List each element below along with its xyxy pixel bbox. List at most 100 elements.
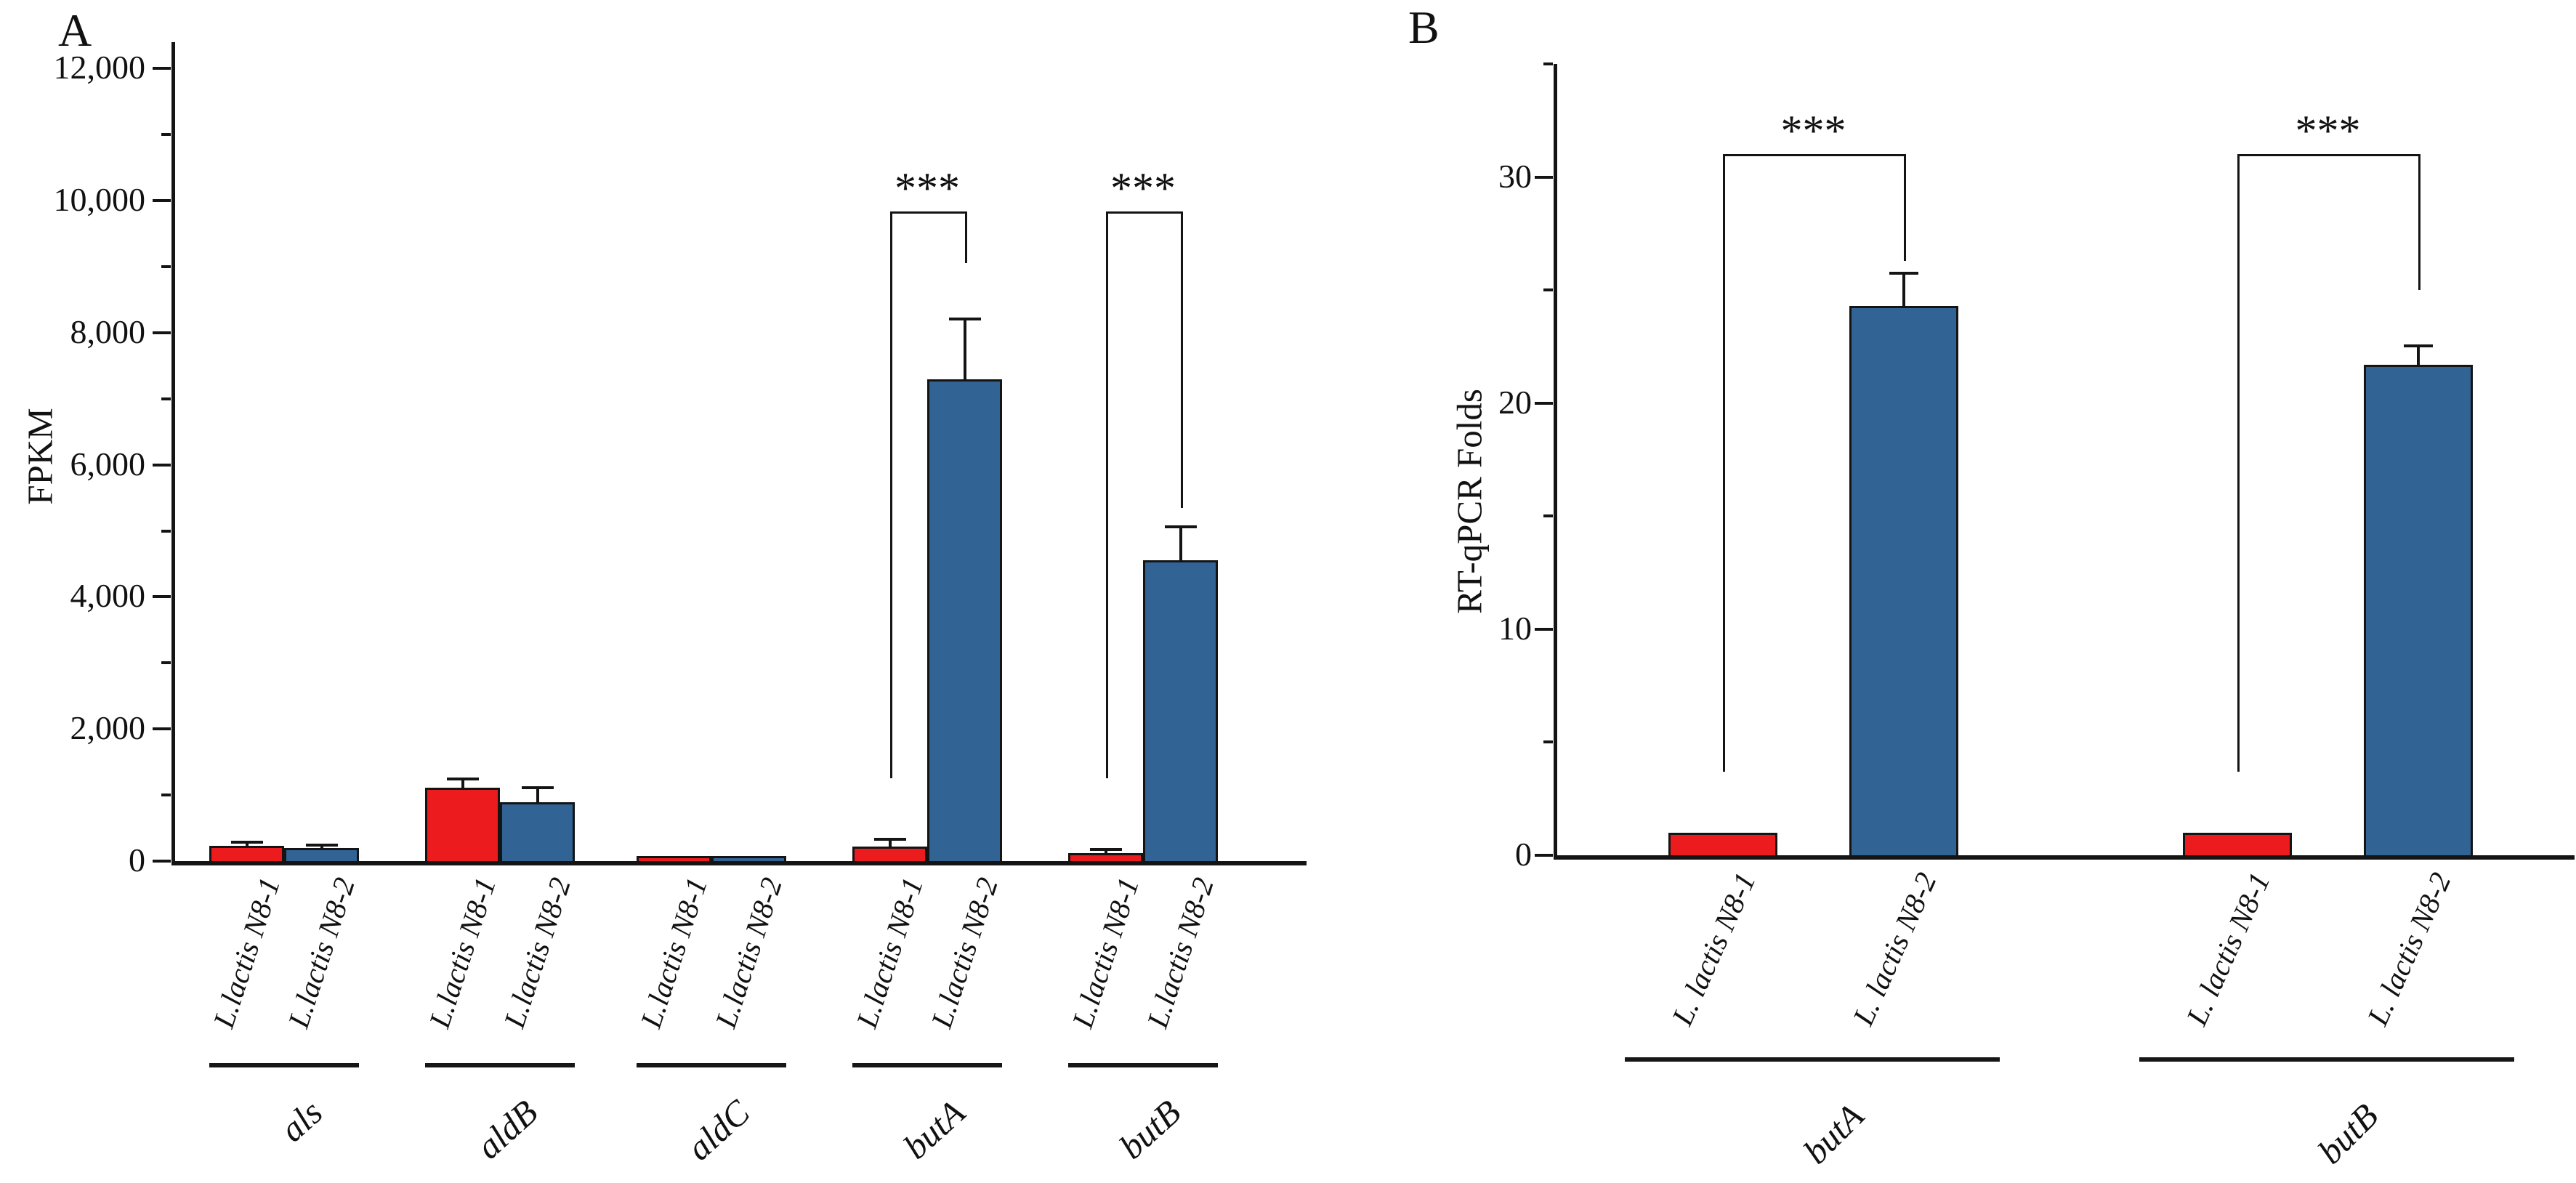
sig-stars: *** — [1780, 107, 1846, 156]
group-underline — [2139, 1057, 2514, 1062]
x-tick-label-strain: L.lactis N8-2 — [497, 873, 578, 1032]
sig-bracket-right-leg — [964, 211, 967, 264]
x-tick-label-strain: L. lactis N8-1 — [1664, 867, 1762, 1030]
error-bar-stem — [320, 845, 323, 848]
error-bar-stem — [963, 319, 966, 379]
sig-bracket-right-leg — [2418, 154, 2420, 291]
error-bar-stem — [461, 780, 464, 788]
sig-bracket-top — [1723, 154, 1906, 157]
error-bar-stem — [1902, 274, 1905, 306]
gene-label: butA — [1796, 1095, 1872, 1172]
panel-a-label: A — [58, 4, 92, 56]
sig-stars: *** — [2295, 107, 2361, 156]
panel-b-label: B — [1408, 1, 1440, 53]
y-major-tick — [153, 860, 171, 863]
bar-aldC-n8-2 — [711, 856, 786, 863]
bar-butB-n8-2 — [1143, 560, 1218, 863]
y-major-tick — [153, 67, 171, 70]
y-major-tick — [1535, 401, 1553, 405]
x-tick-label-strain: L.lactis N8-2 — [708, 873, 789, 1032]
y-major-tick — [153, 463, 171, 467]
error-bar-stem — [1104, 850, 1107, 854]
bar-als-n8-2 — [284, 847, 359, 863]
y-axis — [171, 42, 175, 864]
x-tick-label-strain: L.lactis N8-2 — [1140, 873, 1221, 1032]
group-underline — [1625, 1057, 2000, 1062]
y-tick-label: 0 — [129, 841, 145, 879]
y-minor-tick — [1543, 514, 1553, 518]
bar-aldC-n8-1 — [637, 855, 711, 863]
sig-bracket-left-leg — [1105, 211, 1108, 779]
x-tick-label-strain: L. lactis N8-2 — [2359, 867, 2458, 1030]
sig-bracket-top — [2237, 154, 2420, 157]
sig-stars: *** — [895, 163, 960, 212]
bar-butA-n8-1 — [1668, 832, 1777, 857]
y-minor-tick — [161, 661, 171, 665]
y-tick-label: 30 — [1498, 157, 1532, 195]
x-axis — [1553, 855, 2575, 860]
group-underline — [852, 1063, 1002, 1067]
error-bar-cap — [230, 840, 263, 844]
group-underline — [425, 1063, 575, 1067]
x-tick-label-strain: L. lactis N8-1 — [2179, 867, 2277, 1030]
sig-bracket-left-leg — [2237, 154, 2240, 772]
y-minor-tick — [161, 265, 171, 269]
x-tick-label-strain: L.lactis N8-2 — [924, 873, 1005, 1032]
sig-bracket-left-leg — [889, 211, 892, 779]
y-minor-tick — [1543, 740, 1553, 744]
bar-aldB-n8-2 — [500, 802, 575, 863]
bar-butA-n8-1 — [852, 847, 927, 863]
y-minor-tick — [161, 133, 171, 137]
error-bar-stem — [245, 842, 249, 847]
bar-butB-n8-1 — [2183, 832, 2292, 857]
gene-label: aldC — [679, 1091, 757, 1168]
sig-stars: *** — [1110, 163, 1176, 212]
y-tick-label: 12,000 — [53, 49, 146, 86]
y-minor-tick — [161, 397, 171, 400]
y-minor-tick — [1543, 288, 1553, 292]
x-tick-label-strain: L.lactis N8-1 — [422, 873, 503, 1032]
y-minor-tick — [1543, 62, 1553, 65]
x-tick-label-strain: L.lactis N8-1 — [634, 873, 714, 1032]
error-bar-cap — [948, 317, 981, 320]
error-bar-cap — [446, 778, 479, 781]
error-bar-cap — [2404, 344, 2433, 347]
bar-butB-n8-1 — [1068, 853, 1143, 863]
gene-label: butA — [896, 1091, 973, 1167]
y-tick-label: 6,000 — [70, 445, 146, 483]
group-underline — [1068, 1063, 1218, 1067]
x-tick-label-strain: L.lactis N8-1 — [1065, 873, 1146, 1032]
y-axis — [1553, 64, 1557, 858]
x-tick-label-strain: L.lactis N8-1 — [849, 873, 930, 1032]
group-underline — [209, 1063, 359, 1067]
y-major-tick — [153, 199, 171, 203]
sig-bracket-top — [1105, 211, 1183, 214]
bar-aldB-n8-1 — [425, 788, 500, 863]
y-tick-label: 20 — [1498, 383, 1532, 421]
error-bar-cap — [305, 843, 338, 847]
group-underline — [637, 1063, 786, 1067]
y-major-tick — [1535, 627, 1553, 631]
y-tick-label: 10 — [1498, 609, 1532, 647]
error-bar-cap — [1089, 848, 1122, 852]
y-major-tick — [153, 595, 171, 599]
bar-butB-n8-2 — [2364, 364, 2473, 857]
error-bar-cap — [521, 786, 554, 790]
y-tick-label: 8,000 — [70, 312, 146, 350]
y-tick-label: 2,000 — [70, 709, 146, 747]
y-minor-tick — [161, 794, 171, 797]
error-bar-cap — [1889, 272, 1918, 275]
error-bar-stem — [2417, 346, 2420, 365]
error-bar-cap — [1164, 525, 1197, 529]
y-tick-label: 4,000 — [70, 577, 146, 615]
x-tick-label-strain: L.lactis N8-1 — [206, 873, 287, 1032]
x-tick-label-strain: L.lactis N8-2 — [281, 873, 362, 1032]
gene-label: als — [272, 1091, 330, 1150]
gene-label: butB — [2310, 1095, 2386, 1172]
bar-butA-n8-2 — [1849, 305, 1958, 857]
error-bar-cap — [873, 837, 906, 841]
sig-bracket-right-leg — [1904, 154, 1906, 261]
error-bar-stem — [536, 788, 539, 803]
y-major-tick — [1535, 175, 1553, 179]
